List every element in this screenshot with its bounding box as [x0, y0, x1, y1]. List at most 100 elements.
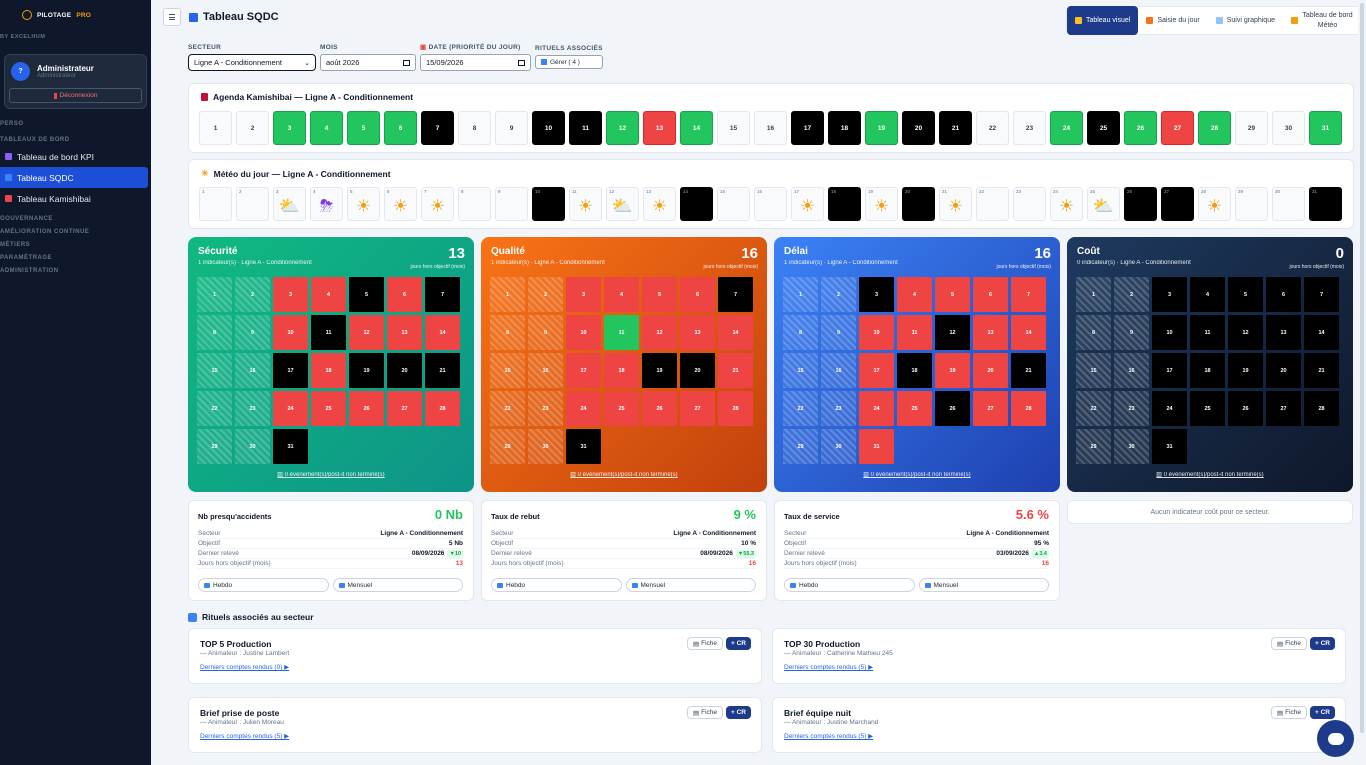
sqdc-day-cell[interactable]: 31 [859, 429, 894, 464]
sqdc-day-cell[interactable]: 20 [973, 353, 1008, 388]
sqdc-day-cell[interactable]: 14 [1011, 315, 1046, 350]
ritual-reports-link[interactable]: Derniers comptes rendus (5) ▶ [200, 733, 290, 740]
hebdo-button[interactable]: Hebdo [198, 578, 329, 592]
add-cr-button[interactable]: + CR [1310, 706, 1335, 719]
meteo-day[interactable]: 10 [532, 187, 565, 221]
sqdc-day-cell[interactable]: 30 [528, 429, 563, 464]
fiche-button[interactable]: ▤ Fiche [1270, 637, 1307, 650]
kamishibai-day[interactable]: 13 [643, 111, 676, 145]
sqdc-day-cell[interactable]: 8 [490, 315, 525, 350]
sqdc-day-cell[interactable]: 3 [859, 277, 894, 312]
fiche-button[interactable]: ▤ Fiche [686, 706, 723, 719]
sqdc-day-cell[interactable]: 5 [1228, 277, 1263, 312]
sqdc-day-cell[interactable]: 11 [1190, 315, 1225, 350]
sqdc-day-cell[interactable]: 3 [566, 277, 601, 312]
meteo-day[interactable]: 22 [976, 187, 1009, 221]
sqdc-day-cell[interactable]: 8 [1076, 315, 1111, 350]
sqdc-day-cell[interactable]: 16 [821, 353, 856, 388]
meteo-day[interactable]: 14 [680, 187, 713, 221]
meteo-day[interactable]: 21 ☀ [939, 187, 972, 221]
sidebar-item-kamishibai[interactable]: Tableau Kamishibai [0, 188, 148, 209]
fiche-button[interactable]: ▤ Fiche [686, 637, 723, 650]
kamishibai-day[interactable]: 8 [458, 111, 491, 145]
sqdc-day-cell[interactable]: 9 [528, 315, 563, 350]
sqdc-day-cell[interactable]: 4 [897, 277, 932, 312]
nav-section-tableaux[interactable]: TABLEAUX DE BORD [0, 137, 70, 143]
secteur-select[interactable]: Ligne A - Conditionnement ⌄ [188, 54, 316, 71]
sqdc-day-cell[interactable]: 2 [235, 277, 270, 312]
kamishibai-day[interactable]: 21 [939, 111, 972, 145]
sqdc-day-cell[interactable]: 16 [235, 353, 270, 388]
add-cr-button[interactable]: + CR [1310, 637, 1335, 650]
sqdc-day-cell[interactable]: 22 [490, 391, 525, 426]
chat-button[interactable] [1317, 720, 1354, 757]
sqdc-day-cell[interactable]: 11 [604, 315, 639, 350]
ritual-reports-link[interactable]: Derniers comptes rendus (5) ▶ [784, 664, 874, 671]
meteo-day[interactable]: 20 [902, 187, 935, 221]
kamishibai-day[interactable]: 20 [902, 111, 935, 145]
scrollbar[interactable] [1358, 0, 1366, 765]
nav-section-gouvernance[interactable]: GOUVERNANCE [0, 216, 53, 222]
sqdc-day-cell[interactable]: 9 [235, 315, 270, 350]
sqdc-day-cell[interactable]: 17 [273, 353, 308, 388]
sqdc-day-cell[interactable]: 5 [642, 277, 677, 312]
sqdc-day-cell[interactable]: 23 [821, 391, 856, 426]
sqdc-day-cell[interactable]: 23 [1114, 391, 1149, 426]
sqdc-day-cell[interactable]: 30 [1114, 429, 1149, 464]
sqdc-day-cell[interactable]: 19 [349, 353, 384, 388]
sqdc-day-cell[interactable]: 26 [642, 391, 677, 426]
sqdc-day-cell[interactable]: 20 [680, 353, 715, 388]
meteo-day[interactable]: 28 ☀ [1198, 187, 1231, 221]
sqdc-day-cell[interactable]: 12 [349, 315, 384, 350]
kamishibai-day[interactable]: 29 [1235, 111, 1268, 145]
sqdc-day-cell[interactable]: 13 [1266, 315, 1301, 350]
sqdc-day-cell[interactable]: 29 [1076, 429, 1111, 464]
sqdc-day-cell[interactable]: 22 [197, 391, 232, 426]
meteo-day[interactable]: 2 [236, 187, 269, 221]
sqdc-day-cell[interactable]: 21 [1011, 353, 1046, 388]
meteo-day[interactable]: 1 [199, 187, 232, 221]
mensuel-button[interactable]: Mensuel [625, 578, 756, 592]
ritual-reports-link[interactable]: Derniers comptes rendus (0) ▶ [200, 664, 290, 671]
sqdc-day-cell[interactable]: 19 [642, 353, 677, 388]
gerer-rituels-button[interactable]: Gérer ( 4 ) [535, 55, 603, 69]
sqdc-day-cell[interactable]: 21 [1304, 353, 1339, 388]
sqdc-day-cell[interactable]: 9 [1114, 315, 1149, 350]
sqdc-day-cell[interactable]: 27 [680, 391, 715, 426]
sqdc-day-cell[interactable]: 25 [311, 391, 346, 426]
sqdc-day-cell[interactable]: 1 [1076, 277, 1111, 312]
meteo-day[interactable]: 25 ⛅ [1087, 187, 1120, 221]
sqdc-day-cell[interactable]: 21 [425, 353, 460, 388]
sqdc-day-cell[interactable]: 24 [859, 391, 894, 426]
kamishibai-day[interactable]: 24 [1050, 111, 1083, 145]
sqdc-day-cell[interactable]: 15 [783, 353, 818, 388]
sqdc-day-cell[interactable]: 14 [718, 315, 753, 350]
sqdc-day-cell[interactable]: 6 [1266, 277, 1301, 312]
sqdc-day-cell[interactable]: 23 [235, 391, 270, 426]
sqdc-day-cell[interactable]: 30 [235, 429, 270, 464]
sqdc-day-cell[interactable]: 7 [425, 277, 460, 312]
sqdc-day-cell[interactable]: 28 [1011, 391, 1046, 426]
sqdc-day-cell[interactable]: 7 [1304, 277, 1339, 312]
sqdc-day-cell[interactable]: 5 [349, 277, 384, 312]
kamishibai-day[interactable]: 2 [236, 111, 269, 145]
sidebar-item-sqdc[interactable]: Tableau SQDC [0, 167, 148, 188]
sqdc-day-cell[interactable]: 26 [349, 391, 384, 426]
sqdc-day-cell[interactable]: 8 [197, 315, 232, 350]
meteo-day[interactable]: 30 [1272, 187, 1305, 221]
kamishibai-day[interactable]: 28 [1198, 111, 1231, 145]
logout-button[interactable]: Déconnexion [9, 88, 142, 103]
meteo-day[interactable]: 19 ☀ [865, 187, 898, 221]
sqdc-day-cell[interactable]: 17 [1152, 353, 1187, 388]
sqdc-day-cell[interactable]: 29 [197, 429, 232, 464]
sqdc-day-cell[interactable]: 10 [859, 315, 894, 350]
sqdc-day-cell[interactable]: 6 [973, 277, 1008, 312]
sqdc-day-cell[interactable]: 1 [490, 277, 525, 312]
kamishibai-day[interactable]: 26 [1124, 111, 1157, 145]
sqdc-day-cell[interactable]: 21 [718, 353, 753, 388]
postit-link[interactable]: ▥ 0 événement(s)/post-it non terminé(s) [1067, 471, 1353, 478]
meteo-day[interactable]: 3 ⛅ [273, 187, 306, 221]
kamishibai-day[interactable]: 17 [791, 111, 824, 145]
sqdc-day-cell[interactable]: 25 [1190, 391, 1225, 426]
meteo-day[interactable]: 15 [717, 187, 750, 221]
